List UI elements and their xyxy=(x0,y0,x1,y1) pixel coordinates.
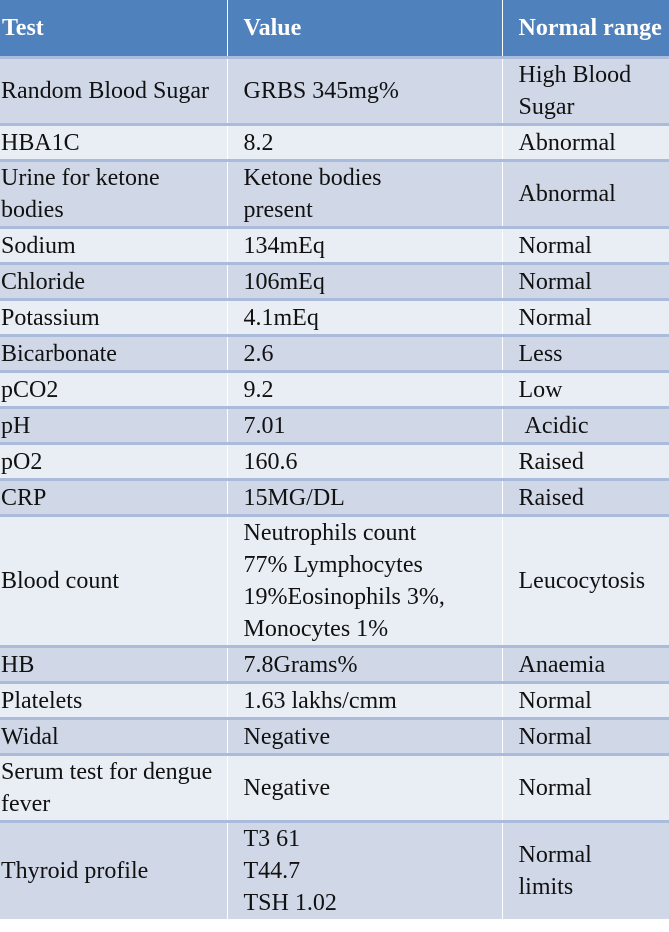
range-cell: Raised xyxy=(501,478,669,516)
value-line: Neutrophils count xyxy=(243,520,417,546)
range-cell: Less xyxy=(501,334,669,372)
value-line: 77% Lymphocytes xyxy=(243,552,423,578)
value-line: 19%Eosinophils 3%, xyxy=(243,584,445,610)
table-row: Chloride 106mEq Normal xyxy=(0,262,669,300)
range-cell: Normal xyxy=(501,262,669,300)
header-row: Test Value Normal range xyxy=(0,0,669,58)
table-row: Random Blood Sugar GRBS 345mg% High Bloo… xyxy=(0,56,669,125)
test-cell: Urine for ketone bodies xyxy=(0,159,227,228)
range-cell: Normal xyxy=(501,717,669,755)
value-cell: 15MG/DL xyxy=(226,478,502,516)
range-cell: Raised xyxy=(501,442,669,480)
test-cell: pH xyxy=(0,406,227,444)
table-row: Platelets 1.63 lakhs/cmm Normal xyxy=(0,681,669,719)
test-cell: Thyroid profile xyxy=(0,820,227,919)
table-row: Bicarbonate 2.6 Less xyxy=(0,334,669,372)
value-cell: 134mEq xyxy=(226,226,502,264)
value-cell: Neutrophils count 77% Lymphocytes 19%Eos… xyxy=(226,514,502,647)
table-row: HBA1C 8.2 Abnormal xyxy=(0,123,669,161)
range-text: High Blood Sugar xyxy=(518,62,632,120)
test-cell: Sodium xyxy=(0,226,227,264)
test-cell: pO2 xyxy=(0,442,227,480)
value-cell: 7.01 xyxy=(226,406,502,444)
value-cell: 7.8Grams% xyxy=(226,645,502,683)
value-cell: 4.1mEq xyxy=(226,298,502,336)
value-line: T44.7 xyxy=(243,858,301,884)
table-row: Urine for ketone bodies Ketone bodies pr… xyxy=(0,159,669,228)
range-cell: Anaemia xyxy=(501,645,669,683)
table-row: pO2 160.6 Raised xyxy=(0,442,669,480)
test-cell: Chloride xyxy=(0,262,227,300)
value-cell: GRBS 345mg% xyxy=(226,56,502,125)
range-cell: Leucocytosis xyxy=(501,514,669,647)
range-text: Acidic xyxy=(524,412,589,439)
test-cell: pCO2 xyxy=(0,370,227,408)
value-cell: 2.6 xyxy=(226,334,502,372)
value-cell: 8.2 xyxy=(226,123,502,161)
table-row: pCO2 9.2 Low xyxy=(0,370,669,408)
header-test: Test xyxy=(0,0,227,58)
value-cell: 9.2 xyxy=(226,370,502,408)
value-cell: 160.6 xyxy=(226,442,502,480)
test-cell: Blood count xyxy=(0,514,227,647)
value-cell: 106mEq xyxy=(226,262,502,300)
test-cell: Bicarbonate xyxy=(0,334,227,372)
value-cell: Negative xyxy=(226,717,502,755)
range-text: Normal limits xyxy=(518,842,592,900)
range-cell: Normal xyxy=(501,298,669,336)
test-cell: Random Blood Sugar xyxy=(0,56,227,125)
table-row: HB 7.8Grams% Anaemia xyxy=(0,645,669,683)
header-value: Value xyxy=(226,0,502,58)
range-cell: High Blood Sugar xyxy=(501,56,669,125)
table-row: Potassium 4.1mEq Normal xyxy=(0,298,669,336)
test-cell: HB xyxy=(0,645,227,683)
table-row: Widal Negative Normal xyxy=(0,717,669,755)
value-text: Ketone bodies present xyxy=(243,165,382,223)
range-cell: Low xyxy=(501,370,669,408)
test-cell: Potassium xyxy=(0,298,227,336)
range-cell: Normal xyxy=(501,753,669,822)
range-cell: Acidic xyxy=(501,406,669,444)
range-cell: Normal xyxy=(501,681,669,719)
table-row: pH 7.01 Acidic xyxy=(0,406,669,444)
value-line: T3 61 xyxy=(243,826,301,852)
test-cell: Widal xyxy=(0,717,227,755)
table-row: Blood count Neutrophils count 77% Lympho… xyxy=(0,514,669,647)
range-cell: Abnormal xyxy=(501,159,669,228)
range-cell: Abnormal xyxy=(501,123,669,161)
value-cell: Negative xyxy=(226,753,502,822)
table-row: CRP 15MG/DL Raised xyxy=(0,478,669,516)
value-cell: Ketone bodies present xyxy=(226,159,502,228)
table-row: Serum test for dengue fever Negative Nor… xyxy=(0,753,669,822)
table-row: Thyroid profile T3 61 T44.7 TSH 1.02 Nor… xyxy=(0,820,669,919)
range-cell: Normal limits xyxy=(501,820,669,919)
header-normal-range: Normal range xyxy=(501,0,669,58)
range-cell: Normal xyxy=(501,226,669,264)
test-cell: HBA1C xyxy=(0,123,227,161)
test-cell: CRP xyxy=(0,478,227,516)
test-cell: Platelets xyxy=(0,681,227,719)
table-row: Sodium 134mEq Normal xyxy=(0,226,669,264)
value-line: Monocytes 1% xyxy=(243,616,389,642)
value-cell: 1.63 lakhs/cmm xyxy=(226,681,502,719)
value-line: TSH 1.02 xyxy=(243,890,337,916)
value-cell: T3 61 T44.7 TSH 1.02 xyxy=(226,820,502,919)
test-cell: Serum test for dengue fever xyxy=(0,753,227,822)
